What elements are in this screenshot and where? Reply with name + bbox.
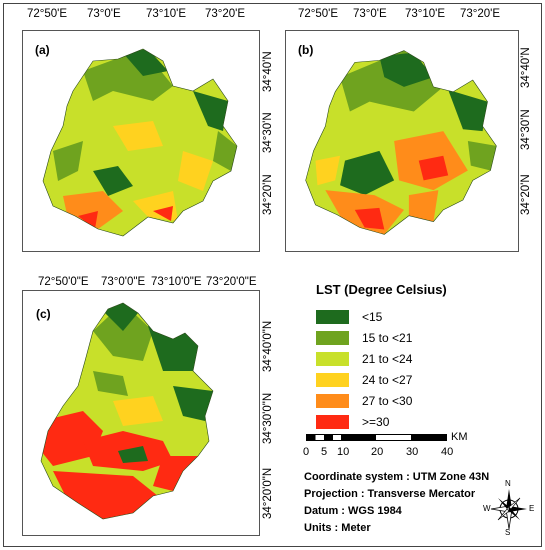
legend-label: <15	[362, 310, 383, 324]
panel-a-right-tick-2: 34°30'N	[262, 112, 274, 153]
legend: <15 15 to <21 21 to <24 24 to <27 27 to …	[316, 310, 516, 440]
south-label: S	[505, 528, 511, 537]
panel-a-top-tick-4: 73°20'E	[205, 8, 246, 20]
west-label: W	[483, 504, 491, 513]
north-label: N	[505, 479, 511, 488]
scale-unit: KM	[451, 431, 468, 443]
lst-map-c	[40, 302, 214, 520]
legend-label: >=30	[362, 415, 390, 429]
legend-title: LST (Degree Celsius)	[316, 282, 447, 297]
legend-label: 15 to <21	[362, 331, 413, 345]
panel-label-c: (c)	[36, 307, 51, 321]
compass-rose-icon	[490, 489, 527, 530]
panel-label-a: (a)	[35, 43, 50, 57]
panel-a-top-tick-2: 73°0'E	[87, 8, 121, 20]
panel-label-b: (b)	[298, 43, 314, 57]
projection-text: Projection : Transverse Mercator	[304, 488, 476, 500]
north-arrow: N S W E	[483, 479, 535, 537]
legend-swatch	[316, 373, 349, 387]
scale-tick-20: 20	[371, 446, 384, 458]
datum-text: Datum : WGS 1984	[304, 505, 402, 517]
legend-label: 21 to <24	[362, 352, 413, 366]
east-label: E	[529, 504, 535, 513]
panel-c-top-tick-2: 73°0'0"E	[101, 276, 146, 288]
legend-swatch	[316, 352, 349, 366]
panel-b-top-tick-3: 73°10'E	[405, 8, 446, 20]
panel-c-right-tick-1: 34°40'0"N	[262, 320, 274, 372]
panel-a-top-tick-3: 73°10'E	[146, 8, 187, 20]
legend-label: 24 to <27	[362, 373, 413, 387]
map-panel-b: (b)	[285, 30, 519, 252]
panel-b-top-tick-4: 73°20'E	[460, 8, 501, 20]
panel-b-right-tick-2: 34°30'N	[520, 109, 532, 150]
legend-label: 27 to <30	[362, 394, 413, 408]
scale-tick-10: 10	[337, 446, 350, 458]
scale-tick-30: 30	[406, 446, 419, 458]
panel-b-right-tick-1: 34°40'N	[520, 47, 532, 88]
panel-c-top-tick-1: 72°50'0"E	[38, 276, 89, 288]
units-text: Units : Meter	[304, 522, 371, 534]
panel-a-right-tick-1: 34°40'N	[262, 51, 274, 92]
panel-b-right-tick-3: 34°20'N	[520, 174, 532, 215]
map-panel-a: (a)	[22, 30, 260, 252]
panel-a-top-tick-1: 72°50'E	[27, 8, 68, 20]
legend-swatch	[316, 394, 349, 408]
legend-swatch	[316, 415, 349, 429]
panel-c-top-tick-3: 73°10'0"E	[151, 276, 202, 288]
scale-bar	[306, 434, 447, 441]
panel-c-top-tick-4: 73°20'0"E	[206, 276, 257, 288]
panel-b-top-tick-2: 73°0'E	[353, 8, 387, 20]
legend-swatch	[316, 331, 349, 345]
lst-map-a	[42, 48, 238, 237]
map-panel-c: (c)	[22, 290, 260, 536]
legend-swatch	[316, 310, 349, 324]
scale-tick-0: 0	[303, 446, 310, 458]
panel-c-right-tick-3: 34°20'0"N	[262, 467, 274, 519]
scale-tick-40: 40	[441, 446, 454, 458]
panel-a-right-tick-3: 34°20'N	[262, 174, 274, 215]
panel-b-top-tick-1: 72°50'E	[298, 8, 339, 20]
panel-c-right-tick-2: 34°30'0"N	[262, 392, 274, 444]
lst-map-b	[305, 50, 497, 235]
scale-tick-5: 5	[321, 446, 328, 458]
coordinate-system-text: Coordinate system : UTM Zone 43N	[304, 471, 490, 483]
